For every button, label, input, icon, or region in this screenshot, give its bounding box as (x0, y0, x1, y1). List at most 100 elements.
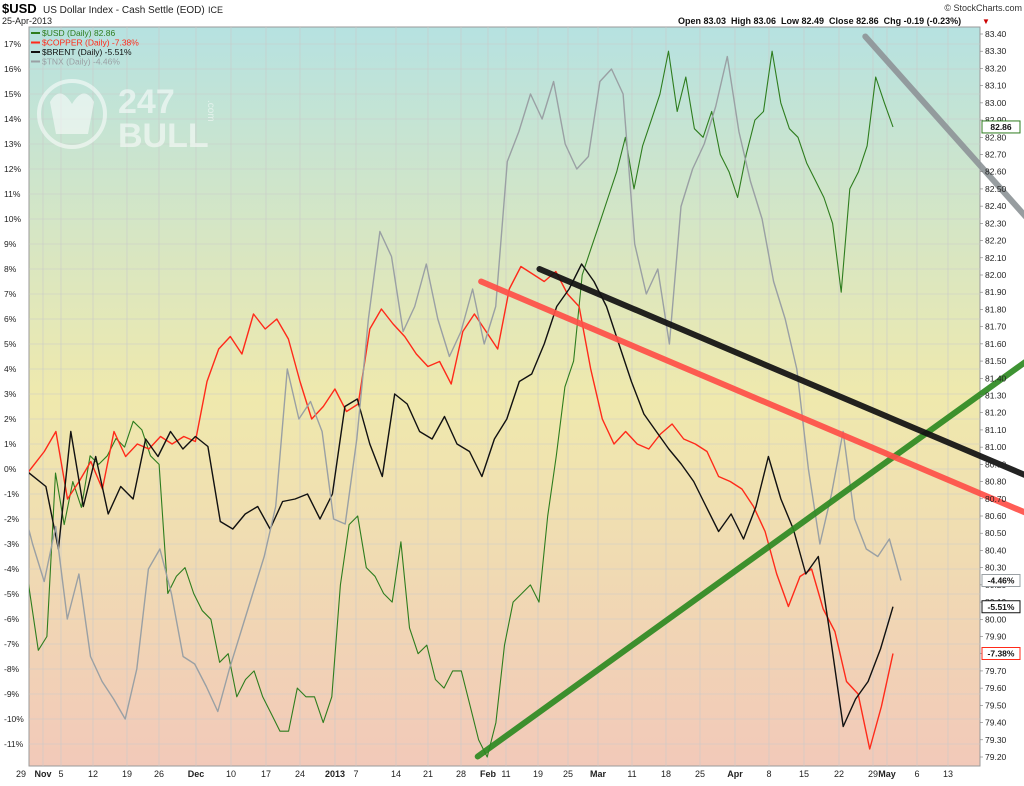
series-layer (29, 50, 902, 758)
chg-down-icon: ▼ (982, 17, 990, 26)
left-tick-label: 4% (4, 364, 17, 374)
legend-entry: $TNX (Daily) -4.46% (42, 57, 120, 67)
legend-entry: $USD (Daily) 82.86 (42, 28, 115, 38)
chart-date: 25-Apr-2013 (2, 16, 52, 26)
right-tick-label: 80.70 (985, 494, 1007, 504)
right-tick-label: 79.90 (985, 632, 1007, 642)
left-tick-label: 7% (4, 289, 17, 299)
x-tick-label: 8 (766, 769, 771, 779)
x-tick-label: Apr (727, 769, 743, 779)
right-tick-label: 80.50 (985, 528, 1007, 538)
x-tick-label: 19 (122, 769, 132, 779)
right-tick-label: 82.00 (985, 270, 1007, 280)
legend-entry: $BRENT (Daily) -5.51% (42, 47, 132, 57)
left-tick-label: -7% (4, 639, 20, 649)
left-tick-label: 15% (4, 89, 21, 99)
right-tick-label: 79.20 (985, 752, 1007, 762)
watermark: 247 BULL .com (37, 79, 216, 155)
x-tick-label: 7 (353, 769, 358, 779)
last-value-tag: -4.46% (981, 574, 1021, 587)
watermark-word: BULL (118, 117, 209, 155)
last-value-tags: 82.86 -4.46% -5.51% -7.38% (981, 120, 1021, 660)
right-tick-label: 80.80 (985, 477, 1007, 487)
watermark-number: 247 (118, 83, 175, 121)
bull-logo-icon (37, 79, 107, 149)
x-tick-label: 29 (868, 769, 878, 779)
x-tick-label: 24 (295, 769, 305, 779)
left-tick-label: 0% (4, 464, 17, 474)
right-tick-label: 80.40 (985, 545, 1007, 555)
last-value-tag: -5.51% (981, 600, 1021, 614)
chart-ohlc: Open 83.03 High 83.06 Low 82.49 Close 82… (678, 16, 961, 26)
x-tick-label: 12 (88, 769, 98, 779)
x-tick-label: 17 (261, 769, 271, 779)
x-tick-label: 19 (533, 769, 543, 779)
right-tick-label: 83.30 (985, 46, 1007, 56)
x-tick-label: May (878, 769, 896, 779)
right-tick-label: 83.20 (985, 63, 1007, 73)
right-tick-label: 79.50 (985, 700, 1007, 710)
right-tick-label: 81.80 (985, 304, 1007, 314)
x-tick-label: 10 (226, 769, 236, 779)
left-tick-label: 11% (4, 189, 21, 199)
left-tick-label: 6% (4, 314, 17, 324)
right-tick-label: 83.10 (985, 81, 1007, 91)
chart-title: US Dollar Index - Cash Settle (EOD) (43, 5, 205, 16)
right-tick-label: 80.60 (985, 511, 1007, 521)
left-tick-label: 10% (4, 214, 21, 224)
right-tick-label: 81.90 (985, 287, 1007, 297)
x-tick-label: 2013 (325, 769, 345, 779)
left-tick-label: -11% (4, 739, 24, 749)
series-line-usd (29, 50, 894, 758)
svg-text:-4.46%: -4.46% (988, 576, 1015, 586)
right-tick-label: 83.40 (985, 29, 1007, 39)
x-tick-label: 28 (456, 769, 466, 779)
left-tick-label: -3% (4, 539, 20, 549)
right-tick-label: 81.00 (985, 442, 1007, 452)
trend-arrow (536, 266, 1024, 478)
x-tick-label: 15 (799, 769, 809, 779)
right-tick-label: 82.40 (985, 201, 1007, 211)
bull-horns-icon (50, 93, 94, 134)
series-line-tnx (29, 55, 902, 720)
watermark-domain: .com (205, 100, 216, 122)
x-tick-label: 13 (943, 769, 953, 779)
left-tick-label: 9% (4, 239, 17, 249)
x-tick-label: 29 (16, 769, 26, 779)
left-tick-label: 3% (4, 389, 17, 399)
right-tick-label: 82.10 (985, 253, 1007, 263)
right-tick-label: 81.10 (985, 425, 1007, 435)
left-tick-label: 5% (4, 339, 17, 349)
svg-text:-5.51%: -5.51% (988, 602, 1015, 612)
left-tick-label: 14% (4, 114, 21, 124)
left-tick-label: -6% (4, 614, 20, 624)
trend-arrow (862, 33, 1024, 220)
right-tick-label: 82.90 (985, 115, 1007, 125)
right-tick-label: 82.30 (985, 218, 1007, 228)
x-tick-label: 26 (154, 769, 164, 779)
left-tick-label: 2% (4, 414, 17, 424)
right-tick-label: 79.30 (985, 735, 1007, 745)
svg-text:-7.38%: -7.38% (988, 649, 1015, 659)
trend-arrow (478, 278, 1024, 516)
left-tick-label: 13% (4, 139, 21, 149)
right-tick-label: 82.20 (985, 236, 1007, 246)
x-tick-label: Nov (34, 769, 51, 779)
right-tick-label: 81.70 (985, 322, 1007, 332)
x-tick-label: 6 (914, 769, 919, 779)
chart-source: © StockCharts.com (944, 3, 1022, 13)
trend-arrows (474, 33, 1024, 760)
right-tick-label: 81.60 (985, 339, 1007, 349)
x-tick-label: 25 (563, 769, 573, 779)
x-tick-label: 14 (391, 769, 401, 779)
svg-text:82.86: 82.86 (990, 122, 1012, 132)
last-value-tag: 82.86 (981, 120, 1021, 134)
x-tick-label: 18 (661, 769, 671, 779)
right-tick-label: 82.70 (985, 150, 1007, 160)
x-tick-label: Feb (480, 769, 497, 779)
right-tick-label: 81.50 (985, 356, 1007, 366)
x-tick-label: 11 (501, 769, 510, 779)
x-tick-label: Dec (188, 769, 205, 779)
x-tick-label: 11 (627, 769, 636, 779)
